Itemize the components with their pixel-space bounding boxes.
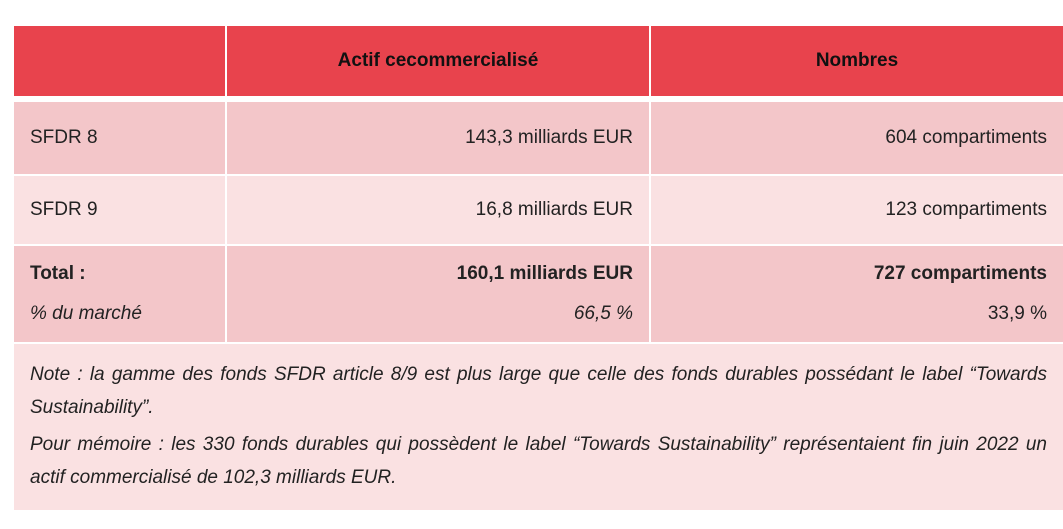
table-row-sfdr9: SFDR 9 16,8 milliards EUR 123 compartime… <box>14 174 1063 245</box>
table-row-sfdr8: SFDR 8 143,3 milliards EUR 604 compartim… <box>14 100 1063 175</box>
total-nombres-cell: 727 compartiments 33,9 % <box>649 244 1063 343</box>
header-row: Actif cecommercialisé Nombres <box>14 26 1063 97</box>
header-empty-cell <box>14 26 226 97</box>
header-nombres: Nombres <box>649 26 1063 97</box>
row-nombres-value: 604 compartiments <box>649 100 1063 175</box>
header-separator <box>14 96 1063 101</box>
total-nombres-value: 727 compartiments <box>873 263 1047 284</box>
sfdr-table-container: Actif cecommercialisé Nombres SFDR 8 143… <box>14 26 1063 510</box>
note-text: Note : la gamme des fonds SFDR article 8… <box>30 364 1047 418</box>
total-actif-cell: 160,1 milliards EUR 66,5 % <box>225 244 650 343</box>
total-actif-value: 160,1 milliards EUR <box>456 263 633 284</box>
total-label: Total : <box>30 263 86 284</box>
row-nombres-value: 123 compartiments <box>649 174 1063 245</box>
table-row-total: Total : % du marché 160,1 milliards EUR … <box>14 244 1063 343</box>
total-label-cell: Total : % du marché <box>14 244 226 343</box>
memo-text: Pour mémoire : les 330 fonds durables qu… <box>30 434 1047 488</box>
header-actif: Actif cecommercialisé <box>225 26 650 97</box>
note-cell: Note : la gamme des fonds SFDR article 8… <box>14 342 1063 510</box>
market-actif-value: 66,5 % <box>573 303 633 324</box>
row-actif-value: 16,8 milliards EUR <box>225 174 650 245</box>
row-label: SFDR 8 <box>14 100 226 175</box>
market-share-label: % du marché <box>30 303 142 324</box>
market-nombres-value: 33,9 % <box>987 303 1047 324</box>
note-row: Note : la gamme des fonds SFDR article 8… <box>14 342 1063 510</box>
sfdr-table: Actif cecommercialisé Nombres SFDR 8 143… <box>14 26 1063 510</box>
row-actif-value: 143,3 milliards EUR <box>225 100 650 175</box>
row-label: SFDR 9 <box>14 174 226 245</box>
